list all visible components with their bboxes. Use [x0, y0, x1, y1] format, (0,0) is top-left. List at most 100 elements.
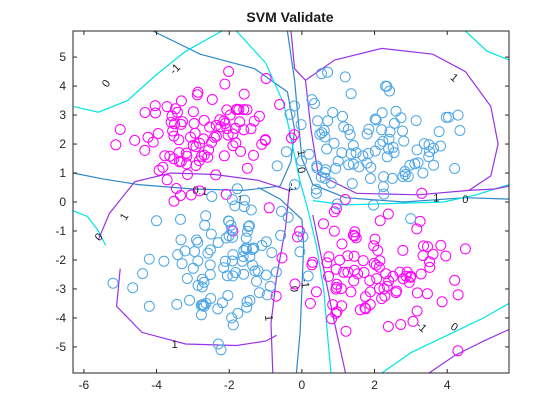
data-point	[343, 159, 355, 171]
data-point	[214, 114, 226, 126]
data-point	[129, 134, 141, 146]
data-point	[353, 161, 365, 173]
data-point	[232, 307, 244, 319]
data-point	[165, 116, 177, 128]
data-point	[139, 107, 151, 118]
data-point	[227, 270, 239, 282]
data-point	[362, 147, 374, 159]
data-point	[454, 125, 466, 136]
data-point	[289, 100, 300, 112]
data-point	[223, 66, 235, 77]
data-point	[189, 127, 201, 139]
data-point	[369, 113, 381, 125]
data-point	[153, 164, 165, 176]
data-point	[310, 187, 322, 199]
contour-line-level-1	[312, 214, 347, 373]
data-point	[238, 88, 250, 100]
data-point	[330, 283, 342, 295]
data-point	[226, 194, 238, 206]
data-point	[379, 290, 391, 302]
data-point	[222, 290, 234, 301]
data-point	[417, 167, 429, 179]
data-point	[382, 321, 394, 332]
data-point	[202, 151, 214, 163]
data-point	[360, 291, 371, 303]
data-point	[142, 131, 154, 143]
data-point	[161, 101, 173, 113]
data-point	[212, 303, 224, 315]
data-point	[226, 224, 238, 236]
data-point	[139, 144, 151, 156]
data-point	[331, 278, 343, 290]
data-point	[137, 268, 149, 280]
data-point	[302, 270, 314, 282]
y-tick-label: -5	[55, 340, 66, 354]
contour-label: 0	[462, 194, 469, 206]
data-point	[274, 99, 286, 110]
series-0-points	[110, 66, 471, 357]
data-point	[235, 145, 247, 157]
data-point	[252, 265, 264, 277]
series-1-points	[107, 66, 466, 356]
data-point	[150, 107, 161, 119]
data-point	[176, 258, 188, 270]
data-point	[318, 124, 330, 136]
data-point	[192, 86, 204, 98]
data-point	[411, 287, 423, 299]
data-point	[435, 140, 446, 152]
data-point	[411, 305, 423, 317]
data-point	[152, 128, 164, 139]
data-point	[270, 266, 282, 278]
data-point	[304, 297, 316, 309]
data-point	[410, 115, 422, 127]
data-point	[386, 172, 398, 184]
data-point	[402, 171, 414, 183]
data-point	[205, 228, 217, 240]
data-point	[325, 177, 337, 189]
data-point	[238, 201, 250, 213]
data-point	[339, 71, 351, 83]
data-point	[187, 262, 199, 274]
data-point	[215, 344, 227, 356]
data-point	[107, 277, 119, 289]
data-point	[230, 137, 242, 149]
chart-title: SVM Validate	[246, 9, 333, 25]
data-point	[187, 106, 199, 118]
contour-line-level-0	[73, 31, 296, 192]
y-tick-label: 4	[59, 79, 66, 93]
data-point	[127, 282, 139, 294]
x-tick-label: 2	[371, 378, 378, 392]
data-point	[175, 234, 187, 246]
data-point	[318, 218, 329, 230]
data-point	[241, 301, 253, 313]
contour-label: 1	[172, 339, 178, 351]
data-point	[181, 150, 193, 162]
data-point	[380, 80, 391, 92]
data-point	[230, 267, 241, 278]
data-point	[348, 264, 360, 276]
data-point	[397, 171, 409, 182]
data-point	[286, 132, 297, 144]
data-point	[212, 338, 224, 350]
data-point	[323, 270, 334, 282]
data-point	[168, 195, 180, 207]
data-point	[452, 109, 464, 121]
data-point	[240, 232, 252, 244]
data-point	[436, 296, 448, 308]
data-point	[440, 250, 452, 262]
contour-line-level-0	[258, 186, 305, 373]
data-point	[170, 183, 182, 194]
data-point	[221, 123, 233, 135]
data-point	[327, 299, 339, 311]
data-point	[149, 100, 161, 112]
data-point	[237, 251, 249, 262]
data-point	[210, 169, 222, 181]
data-point	[397, 273, 409, 285]
data-point	[400, 270, 412, 282]
data-point	[218, 262, 230, 274]
x-tick-label: -2	[224, 378, 235, 392]
data-point	[363, 123, 375, 135]
x-tick-label: -6	[79, 378, 90, 392]
data-point	[157, 161, 169, 173]
data-point	[407, 315, 419, 327]
